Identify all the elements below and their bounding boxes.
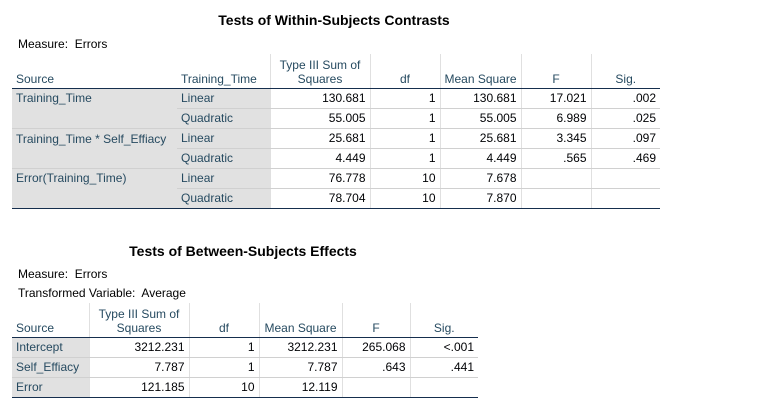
row-source: Error (12, 377, 89, 398)
cell-ss: 78.704 (269, 188, 370, 209)
row-factor: Linear (177, 168, 270, 189)
cell-ss: 3212.231 (88, 337, 189, 358)
cell-ss: 76.778 (269, 168, 370, 189)
cell-df: 10 (188, 377, 259, 398)
col-header-sig: Sig. (409, 303, 478, 338)
table-row: Training_Time * Self_Effiacy Linear 25.6… (12, 128, 660, 169)
row-factor: Linear (177, 128, 270, 149)
table-row: Error(Training_Time) Linear 76.778 10 7.… (12, 168, 660, 209)
between-transformed-variable: Transformed Variable: Average (18, 286, 186, 300)
row-factor: Linear (177, 88, 270, 109)
between-measure-label: Measure: (18, 267, 69, 281)
transformed-variable-label: Transformed Variable: (18, 286, 136, 300)
cell-f: 3.345 (520, 128, 591, 149)
within-measure-label: Measure: (18, 37, 69, 51)
cell-sig: .441 (409, 357, 478, 378)
cell-sig: .025 (590, 108, 660, 129)
cell-df: 1 (369, 108, 440, 129)
cell-ss: 4.449 (269, 148, 370, 169)
cell-ss: 55.005 (269, 108, 370, 129)
row-source: Error(Training_Time) (12, 168, 177, 209)
cell-mean-square: 130.681 (439, 88, 521, 109)
within-measure: Measure: Errors (18, 37, 107, 51)
cell-sig: .002 (590, 88, 660, 109)
col-header-mean-square: Mean Square (258, 303, 342, 338)
cell-df: 1 (369, 148, 440, 169)
table-row: Training_Time Linear 130.681 1 130.681 1… (12, 88, 660, 129)
cell-df: 10 (369, 168, 440, 189)
cell-mean-square: 4.449 (439, 148, 521, 169)
cell-mean-square: 3212.231 (258, 337, 342, 358)
cell-f (520, 168, 591, 189)
between-measure: Measure: Errors (18, 267, 107, 281)
cell-df: 1 (188, 337, 259, 358)
table-row: Quadratic 4.449 1 4.449 .565 .469 (12, 148, 660, 169)
table-row: Self_Effiacy 7.787 1 7.787 .643 .441 (12, 357, 478, 378)
col-header-mean-square: Mean Square (439, 54, 521, 89)
col-header-factor: Training_Time (177, 54, 270, 89)
row-factor: Quadratic (177, 108, 270, 129)
transformed-variable-value: Average (141, 286, 186, 300)
cell-mean-square: 55.005 (439, 108, 521, 129)
within-subjects-table: Source Training_Time Type III Sum of Squ… (12, 54, 660, 209)
between-subjects-table: Source Type III Sum of Squares df Mean S… (12, 303, 478, 398)
table-row: Quadratic 55.005 1 55.005 6.989 .025 (12, 108, 660, 129)
row-source: Training_Time * Self_Effiacy (12, 128, 177, 169)
col-header-f: F (341, 303, 410, 338)
cell-sig: .097 (590, 128, 660, 149)
row-factor: Quadratic (177, 148, 270, 169)
within-table-title: Tests of Within-Subjects Contrasts (218, 12, 450, 28)
cell-sig: .469 (590, 148, 660, 169)
col-header-source: Source (12, 303, 89, 338)
cell-df: 1 (369, 88, 440, 109)
cell-sig (409, 377, 478, 398)
table-row: Error 121.185 10 12.119 (12, 377, 478, 398)
row-factor: Quadratic (177, 188, 270, 209)
col-header-source: Source (12, 54, 177, 89)
cell-f (520, 188, 591, 209)
cell-mean-square: 7.787 (258, 357, 342, 378)
cell-mean-square: 25.681 (439, 128, 521, 149)
col-header-f: F (520, 54, 591, 89)
between-measure-value: Errors (74, 267, 108, 281)
cell-mean-square: 12.119 (258, 377, 342, 398)
cell-ss: 130.681 (269, 88, 370, 109)
col-header-ss: Type III Sum of Squares (88, 303, 189, 338)
cell-ss: 25.681 (269, 128, 370, 149)
cell-df: 10 (369, 188, 440, 209)
cell-ss: 7.787 (88, 357, 189, 378)
col-header-df: df (188, 303, 259, 338)
cell-mean-square: 7.678 (439, 168, 521, 189)
col-header-ss: Type III Sum of Squares (269, 54, 370, 89)
cell-f (341, 377, 410, 398)
cell-ss: 121.185 (88, 377, 189, 398)
cell-f: 6.989 (520, 108, 591, 129)
row-source: Self_Effiacy (12, 357, 89, 378)
cell-f: 17.021 (520, 88, 591, 109)
cell-df: 1 (369, 128, 440, 149)
col-header-df: df (369, 54, 440, 89)
between-table-title: Tests of Between-Subjects Effects (129, 243, 357, 259)
cell-sig: <.001 (409, 337, 478, 358)
cell-f: .643 (341, 357, 410, 378)
col-header-sig: Sig. (590, 54, 660, 89)
cell-mean-square: 7.870 (439, 188, 521, 209)
table-row: Quadratic 78.704 10 7.870 (12, 188, 660, 209)
cell-sig (590, 168, 660, 189)
row-source: Intercept (12, 337, 89, 358)
cell-f: .565 (520, 148, 591, 169)
row-source: Training_Time (12, 88, 177, 129)
table-row: Intercept 3212.231 1 3212.231 265.068 <.… (12, 337, 478, 358)
within-measure-value: Errors (74, 37, 108, 51)
cell-sig (590, 188, 660, 209)
cell-df: 1 (188, 357, 259, 378)
cell-f: 265.068 (341, 337, 410, 358)
